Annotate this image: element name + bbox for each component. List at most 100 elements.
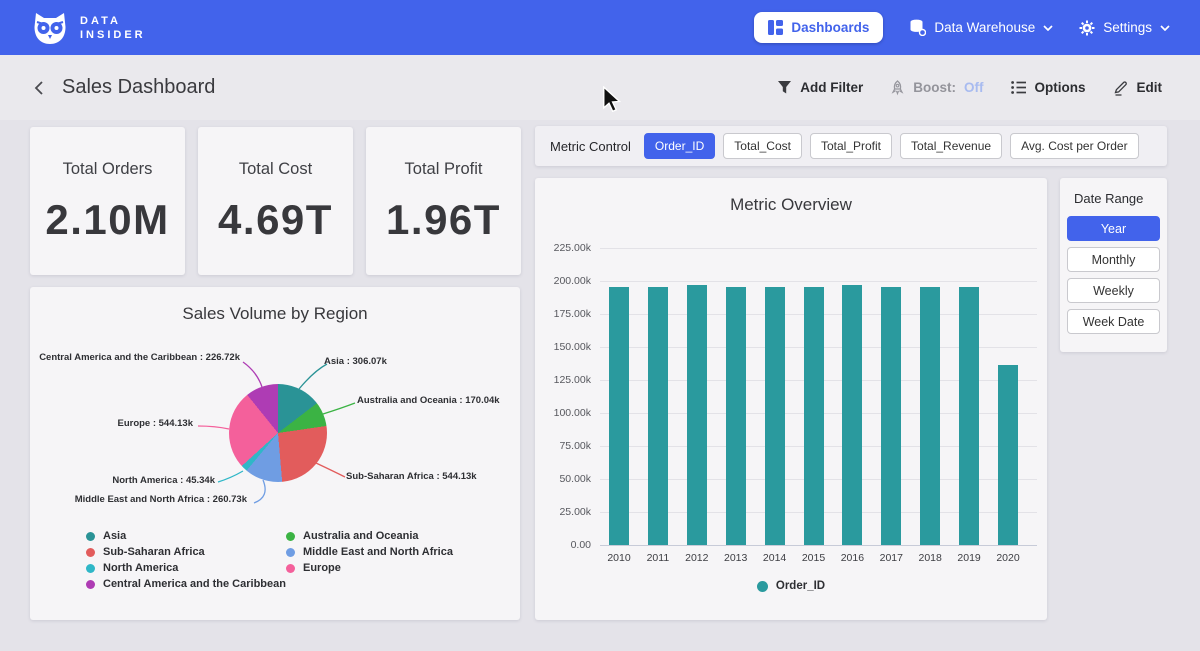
y-tick-0.00: 0.00: [570, 539, 591, 551]
legend-dot: [86, 579, 95, 589]
pie-label-australia-and-oceania: Australia and Oceania : 170.04k: [357, 395, 500, 406]
header-toolbar: Add Filter Boost: Off Options: [777, 79, 1162, 96]
options-list-icon: [1010, 81, 1026, 94]
y-tick-125.00k: 125.00k: [553, 374, 591, 386]
legend-label: Europe: [303, 562, 341, 574]
add-filter-button[interactable]: Add Filter: [777, 80, 863, 95]
x-label-2013: 2013: [724, 552, 748, 564]
brand-line2: INSIDER: [80, 28, 146, 41]
bar-2017[interactable]: [881, 286, 902, 545]
gridline: [600, 248, 1037, 249]
metric-control-label: Metric Control: [550, 138, 631, 154]
y-tick-100.00k: 100.00k: [553, 407, 591, 419]
legend-label: Central America and the Caribbean: [103, 578, 286, 590]
kpi-label: Total Profit: [404, 160, 483, 178]
pie-label-central-america-and-the-caribbean: Central America and the Caribbean : 226.…: [39, 352, 240, 363]
bar-2020[interactable]: [998, 364, 1018, 545]
nav-data-warehouse[interactable]: Data Warehouse: [909, 19, 1053, 36]
pie-label-middle-east-and-north-africa: Middle East and North Africa : 260.73k: [74, 494, 247, 505]
bar-chart-card: Metric Overview 225.00k 200.00k 175.00k 150…: [535, 178, 1047, 620]
y-tick-25.00k: 25.00k: [559, 506, 591, 518]
kpi-label: Total Cost: [238, 160, 313, 178]
pie-label-north-america: North America : 45.34k: [112, 475, 215, 486]
x-label-2017: 2017: [879, 552, 903, 564]
options-button[interactable]: Options: [1010, 80, 1086, 95]
bar-2015[interactable]: [803, 286, 824, 545]
legend-label: North America: [103, 562, 179, 574]
kpi-card-total-cost: Total Cost 4.69T: [198, 127, 353, 275]
bar-2012[interactable]: [686, 285, 707, 545]
boost-toggle[interactable]: Boost: Off: [890, 79, 984, 96]
gridline: [600, 281, 1037, 282]
add-filter-label: Add Filter: [800, 80, 864, 95]
kpi-value: 2.10M: [45, 196, 170, 243]
legend-dot: [286, 563, 295, 573]
pie-label-asia: Asia : 306.07k: [324, 356, 387, 367]
bar-2013[interactable]: [725, 286, 746, 545]
date-range-button-year[interactable]: Year: [1067, 216, 1160, 241]
bar-2019[interactable]: [959, 286, 980, 545]
legend-label: Australia and Oceania: [303, 530, 419, 542]
bar-2014[interactable]: [764, 287, 785, 545]
y-tick-50.00k: 50.00k: [559, 473, 591, 485]
bar-2018[interactable]: [920, 287, 941, 545]
legend-item-australia-and-oceania[interactable]: Australia and Oceania: [286, 530, 496, 542]
legend-item-asia[interactable]: Asia: [86, 530, 286, 542]
gridline: [600, 545, 1037, 546]
metric-button-total-cost[interactable]: Total_Cost: [723, 133, 802, 159]
pie-label-sub-saharan-africa: Sub-Saharan Africa : 544.13k: [346, 471, 477, 482]
y-tick-75.00k: 75.00k: [559, 440, 591, 452]
pie-chart[interactable]: [229, 384, 327, 482]
nav-settings[interactable]: Settings: [1079, 20, 1170, 36]
chevron-down-icon: [1160, 24, 1170, 31]
page-title: Sales Dashboard: [62, 76, 216, 98]
y-tick-225.00k: 225.00k: [553, 242, 591, 254]
brand-line1: DATA: [80, 14, 121, 27]
chevron-down-icon: [1043, 24, 1053, 31]
metric-button-avg-cost-per-order[interactable]: Avg. Cost per Order: [1010, 133, 1139, 159]
back-button[interactable]: [26, 75, 52, 101]
nav-dashboards-label: Dashboards: [791, 20, 870, 35]
y-tick-175.00k: 175.00k: [553, 308, 591, 320]
bar-chart-title: Metric Overview: [730, 195, 852, 214]
filter-icon: [778, 81, 792, 94]
back-chevron-icon: [34, 80, 43, 95]
date-range-button-weekly[interactable]: Weekly: [1067, 278, 1160, 303]
legend-item-sub-saharan-africa[interactable]: Sub-Saharan Africa: [86, 546, 286, 558]
bar-2011[interactable]: [647, 286, 668, 545]
legend-label: Sub-Saharan Africa: [103, 546, 205, 558]
top-nav-bar: DATA INSIDER Dashboards Data Warehouse: [0, 0, 1200, 55]
metric-button-order-id[interactable]: Order_ID: [643, 133, 716, 159]
nav-settings-label: Settings: [1103, 20, 1152, 35]
edit-button[interactable]: Edit: [1113, 80, 1162, 96]
date-range-button-monthly[interactable]: Monthly: [1067, 247, 1160, 272]
bar-legend-label: Order_ID: [775, 580, 826, 592]
bar-2016[interactable]: [842, 285, 863, 545]
legend-label: Asia: [103, 530, 127, 542]
metric-buttons: Order_ID Total_Cost Total_Profit Total_Reve…: [643, 133, 1139, 159]
metric-control-bar: Metric Control Order_ID Total_Cost Total_P…: [535, 126, 1167, 166]
date-range-button-week-date[interactable]: Week Date: [1067, 309, 1160, 334]
metric-button-total-revenue[interactable]: Total_Revenue: [900, 133, 1003, 159]
kpi-value: 4.69T: [218, 196, 333, 243]
x-label-2011: 2011: [646, 552, 670, 564]
gear-icon: [1079, 20, 1095, 35]
brand-logo: DATA INSIDER: [30, 10, 146, 46]
pie-label-europe: Europe : 544.13k: [117, 418, 193, 429]
pie-chart-card: Sales Volume by Region Asia : 306.07k Aus…: [30, 287, 520, 620]
x-label-2014: 2014: [762, 552, 787, 564]
legend-label: Middle East and North Africa: [303, 546, 453, 558]
legend-item-north-america[interactable]: North America: [86, 562, 286, 574]
legend-item-middle-east-and-north-africa[interactable]: Middle East and North Africa: [286, 546, 496, 558]
options-label: Options: [1034, 80, 1086, 95]
nav-dashboards-button[interactable]: Dashboards: [754, 12, 884, 43]
legend-item-central-america-and-the-caribbean[interactable]: Central America and the Caribbean: [86, 578, 286, 590]
legend-item-europe[interactable]: Europe: [286, 562, 496, 574]
bar-chart-legend[interactable]: Order_ID: [535, 580, 1047, 592]
dashboards-grid-icon: [768, 20, 784, 35]
boost-label: Boost:: [913, 80, 956, 95]
bar-2010[interactable]: [609, 286, 629, 545]
x-label-2016: 2016: [840, 552, 865, 564]
metric-button-total-profit[interactable]: Total_Profit: [809, 133, 893, 159]
legend-dot: [86, 547, 95, 557]
